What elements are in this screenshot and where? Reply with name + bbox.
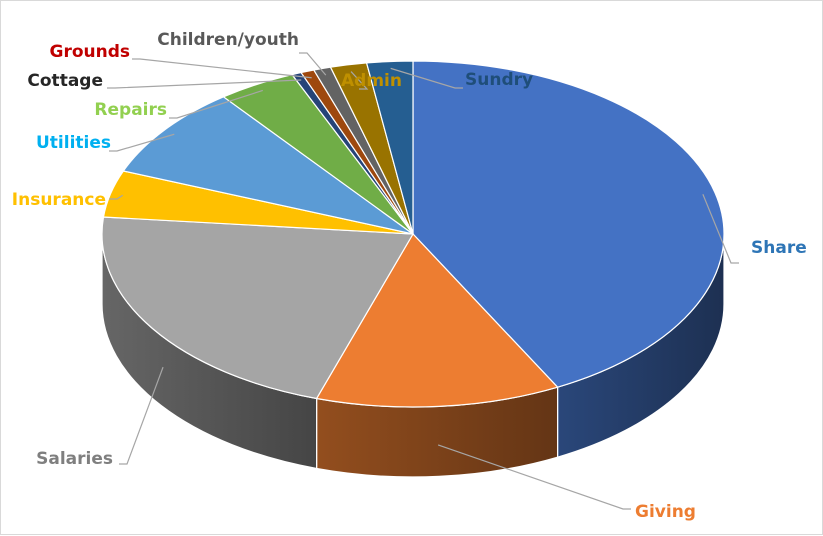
leader-line-giving [437, 444, 631, 510]
pie-slice-giving [316, 233, 559, 408]
label-giving: Giving [635, 502, 696, 522]
pie-slice-share [412, 60, 725, 388]
label-insurance: Insurance [12, 190, 106, 210]
leader-line-share [702, 194, 739, 264]
label-repairs: Repairs [94, 100, 167, 120]
pie-slice-salaries [101, 216, 414, 400]
leader-line-salaries [119, 366, 164, 465]
leader-line-cottage [107, 79, 302, 89]
label-cottage: Cottage [27, 71, 103, 91]
leader-line-repairs [169, 89, 263, 119]
label-utilities: Utilities [36, 133, 111, 153]
leader-line-utilities [109, 133, 175, 152]
leader-line-grounds [132, 58, 312, 79]
leader-line-sundry [390, 67, 463, 89]
leader-line-insurance [109, 194, 124, 200]
label-share: Share [751, 238, 807, 258]
leader-lines [107, 52, 739, 510]
label-children-youth: Children/youth [157, 30, 299, 50]
label-salaries: Salaries [36, 449, 113, 469]
pie-top-faces [101, 60, 725, 408]
label-sundry: Sundry [465, 70, 533, 90]
slice-labels: Share Giving Salaries Insurance Utilities Rep… [12, 30, 807, 522]
label-grounds: Grounds [49, 42, 130, 62]
label-admin: Admin [341, 71, 402, 91]
pie-slice-sundry [366, 60, 414, 235]
pie-slice-utilities [122, 96, 414, 235]
leader-line-children-youth [299, 52, 327, 76]
leader-line-admin [350, 71, 369, 90]
